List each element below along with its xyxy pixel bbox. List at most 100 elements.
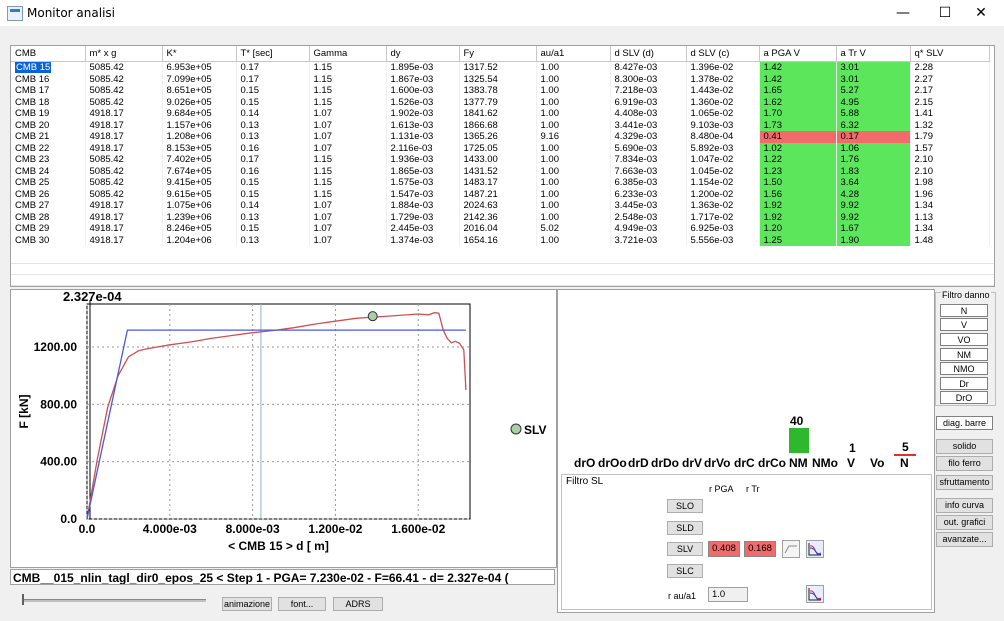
column-header[interactable]: au/a1: [536, 46, 611, 62]
r-au-label: r au/a1: [668, 591, 697, 601]
table-cell: 2.10: [910, 154, 990, 166]
minimize-button[interactable]: —: [896, 5, 910, 21]
slider-thumb[interactable]: [22, 594, 24, 605]
table-row[interactable]: CMB 17 5085.42 8.651e+05 0.15 1.15 1.600e-03 1…: [11, 85, 990, 97]
table-cell: 0.13: [236, 211, 310, 223]
column-header[interactable]: a PGA V: [759, 46, 837, 62]
column-header[interactable]: m* x g: [85, 46, 163, 62]
column-header[interactable]: K*: [162, 46, 237, 62]
table-cell: 1.70: [759, 108, 837, 120]
table-row[interactable]: CMB 29 4918.17 8.246e+05 0.15 1.07 2.445e-03 2…: [11, 223, 990, 235]
table-cell: 1.600e-03: [386, 85, 460, 97]
empty-row-rule: [11, 263, 994, 264]
table-cell: 1.378e-02: [686, 73, 760, 85]
column-header[interactable]: d SLV (c): [686, 46, 760, 62]
table-row[interactable]: CMB 19 4918.17 9.684e+05 0.14 1.07 1.902e-03 1…: [11, 108, 990, 120]
x-tick-label: 1.200e-02: [308, 522, 362, 536]
table-cell: 5085.42: [85, 85, 163, 97]
table-cell: 1.98: [910, 177, 990, 189]
curve-icon[interactable]: [782, 540, 800, 558]
table-row[interactable]: CMB 21 4918.17 1.208e+06 0.13 1.07 1.131e-03 1…: [11, 131, 990, 143]
avanzate-button[interactable]: avanzate...: [936, 532, 993, 547]
column-header[interactable]: dy: [386, 46, 460, 62]
animazione-button[interactable]: animazione: [222, 597, 272, 611]
table-cell: 3.01: [836, 73, 911, 85]
table-cell: 3.721e-03: [610, 234, 687, 246]
out-grafici-button[interactable]: out. grafici: [936, 515, 993, 530]
capacity-curve-panel[interactable]: 0.0 4.000e-03 8.000e-03 1.200e-02 1.600e-02 0…: [10, 289, 557, 568]
filo-ferro-button[interactable]: filo ferro: [936, 456, 993, 471]
table-row[interactable]: CMB 25 5085.42 9.415e+05 0.15 1.15 1.575e-03 1…: [11, 177, 990, 189]
results-grid: CMB m* x g K* T* [sec] Gamma dy Fy au/a1 d SLV (…: [11, 46, 990, 246]
table-row[interactable]: CMB 23 5085.42 7.402e+05 0.17 1.15 1.936e-03 1…: [11, 154, 990, 166]
table-cell: 2.17: [910, 85, 990, 97]
table-cell: 1.902e-03: [386, 108, 460, 120]
table-cell: CMB 18: [11, 96, 86, 108]
table-row[interactable]: CMB 24 5085.42 7.674e+05 0.16 1.15 1.865e-03 1…: [11, 165, 990, 177]
table-row[interactable]: CMB 27 4918.17 1.075e+06 0.14 1.07 1.884e-03 2…: [11, 200, 990, 212]
font-button[interactable]: font...: [278, 597, 326, 611]
table-row[interactable]: CMB 18 5085.42 9.026e+05 0.15 1.15 1.526e-03 1…: [11, 96, 990, 108]
spectrum-icon[interactable]: [806, 540, 824, 558]
filter-dro[interactable]: DrO: [940, 391, 988, 404]
filter-dr[interactable]: Dr: [940, 377, 988, 390]
table-cell: 1.00: [536, 108, 611, 120]
sfruttamento-button[interactable]: sfruttamento: [936, 475, 993, 490]
filter-vo[interactable]: VO: [940, 333, 988, 346]
table-row[interactable]: CMB 28 4918.17 1.239e+06 0.13 1.07 1.729e-03 2…: [11, 211, 990, 223]
table-cell: 2.445e-03: [386, 223, 460, 235]
table-cell: 1.065e-02: [686, 108, 760, 120]
results-table[interactable]: CMB m* x g K* T* [sec] Gamma dy Fy au/a1 d SLV (…: [10, 45, 995, 287]
table-cell: 8.480e-04: [686, 131, 760, 143]
table-cell: 1841.62: [459, 108, 537, 120]
table-cell: 4.329e-03: [610, 131, 687, 143]
column-header[interactable]: Fy: [459, 46, 537, 62]
info-curva-button[interactable]: info curva: [936, 498, 993, 513]
r-tr-header: r Tr: [746, 484, 760, 494]
bar-label-vo: Vo: [870, 456, 885, 470]
table-cell: 2.15: [910, 96, 990, 108]
column-header[interactable]: d SLV (d): [610, 46, 687, 62]
close-button[interactable]: ✕: [975, 5, 987, 21]
sld-button[interactable]: SLD: [667, 521, 703, 535]
spectrum-au-icon[interactable]: [806, 585, 824, 603]
table-row[interactable]: CMB 20 4918.17 1.157e+06 0.13 1.07 1.613e-03 1…: [11, 119, 990, 131]
diag-barre-toggle[interactable]: diag. barre: [936, 416, 993, 430]
filtro-sl-group: Filtro SL r PGA r Tr SLO SLD SLV SLC 0.4…: [561, 474, 932, 610]
table-row[interactable]: CMB 30 4918.17 1.204e+06 0.13 1.07 1.374e-03 1…: [11, 234, 990, 246]
r-au-field[interactable]: 1.0: [708, 587, 748, 602]
step-slider[interactable]: [22, 594, 206, 606]
solido-button[interactable]: solido: [936, 439, 993, 454]
column-header[interactable]: q* SLV: [910, 46, 990, 62]
bar-label-n: N: [900, 456, 909, 470]
table-cell: 0.13: [236, 234, 310, 246]
slv-legend-label: SLV: [524, 423, 546, 437]
slv-button[interactable]: SLV: [667, 542, 703, 556]
table-row[interactable]: CMB 15 5085.42 6.953e+05 0.17 1.15 1.895e-03 1…: [11, 61, 990, 74]
table-row[interactable]: CMB 26 5085.42 9.615e+05 0.15 1.15 1.547e-03 1…: [11, 188, 990, 200]
column-header[interactable]: T* [sec]: [236, 46, 310, 62]
column-header[interactable]: CMB: [11, 46, 86, 62]
column-header[interactable]: a Tr V: [836, 46, 911, 62]
slo-button[interactable]: SLO: [667, 499, 703, 513]
filter-nm[interactable]: NM: [940, 348, 988, 361]
bar-label-drco: drCo: [758, 456, 786, 470]
filtro-sl-title: Filtro SL: [566, 476, 604, 487]
table-cell: 2.116e-03: [386, 142, 460, 154]
column-header[interactable]: Gamma: [309, 46, 387, 62]
table-cell: 1.15: [309, 61, 387, 74]
table-row[interactable]: CMB 16 5085.42 7.099e+05 0.17 1.15 1.867e-03 1…: [11, 73, 990, 85]
adrs-button[interactable]: ADRS: [333, 597, 383, 611]
maximize-button[interactable]: ☐: [938, 5, 952, 21]
filter-n[interactable]: N: [940, 304, 988, 317]
table-cell: 1.00: [536, 142, 611, 154]
slc-button[interactable]: SLC: [667, 564, 703, 578]
capacity-curve-chart[interactable]: 0.0 4.000e-03 8.000e-03 1.200e-02 1.600e-02 0…: [11, 290, 556, 567]
table-cell: 1.15: [309, 154, 387, 166]
table-cell: 1.22: [759, 154, 837, 166]
table-cell: 8.153e+05: [162, 142, 237, 154]
table-cell: 1.06: [836, 142, 911, 154]
filter-v[interactable]: V: [940, 318, 988, 331]
table-row[interactable]: CMB 22 4918.17 8.153e+05 0.16 1.07 2.116e-03 1…: [11, 142, 990, 154]
filter-nmo[interactable]: NMO: [940, 362, 988, 375]
